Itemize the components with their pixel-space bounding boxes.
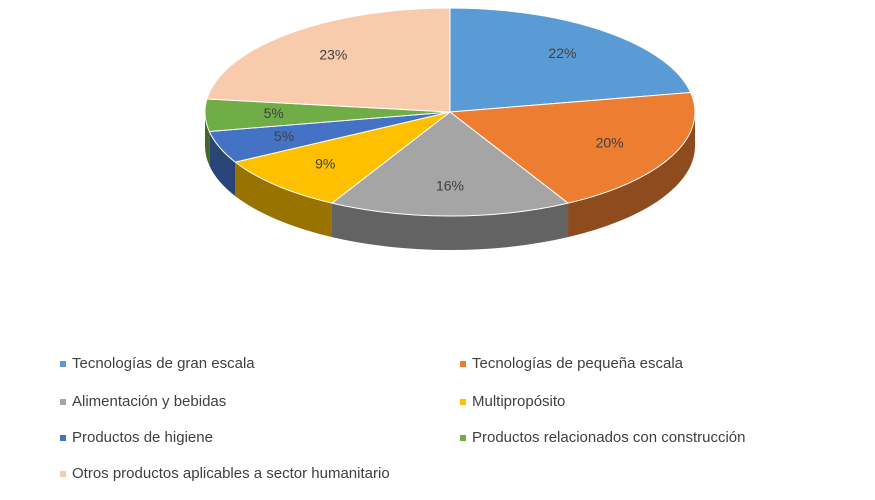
data-label: 20% [596, 135, 624, 151]
legend-label: Multipropósito [472, 393, 565, 410]
legend-marker [460, 399, 466, 405]
slice-side [568, 112, 695, 238]
slice [449, 7, 692, 113]
legend-label: Otros productos aplicables a sector huma… [72, 465, 390, 482]
legend-marker [460, 435, 466, 441]
legend-marker [60, 361, 66, 367]
slice-side [209, 131, 236, 197]
slice [330, 111, 570, 217]
slice-side [205, 112, 210, 166]
legend-label: Alimentación y bebidas [72, 393, 226, 410]
data-label: 16% [436, 178, 464, 194]
slice-side [331, 203, 569, 250]
slice [234, 111, 451, 204]
legend-label: Tecnologías de gran escala [72, 355, 255, 372]
data-label: 5% [264, 105, 284, 121]
slice [206, 7, 451, 113]
data-label: 22% [548, 45, 576, 61]
legend-marker [60, 471, 66, 477]
legend-label: Tecnologías de pequeña escala [472, 355, 684, 372]
data-label: 5% [274, 128, 294, 144]
legend-label: Productos de higiene [72, 429, 213, 446]
legend-marker [460, 361, 466, 367]
slice-side [235, 162, 332, 238]
legend-label: Productos relacionados con construcción [472, 429, 746, 446]
legend-marker [60, 399, 66, 405]
legend-marker [60, 435, 66, 441]
data-label: 23% [319, 47, 347, 63]
slice [448, 91, 696, 204]
data-label: 9% [315, 156, 335, 172]
